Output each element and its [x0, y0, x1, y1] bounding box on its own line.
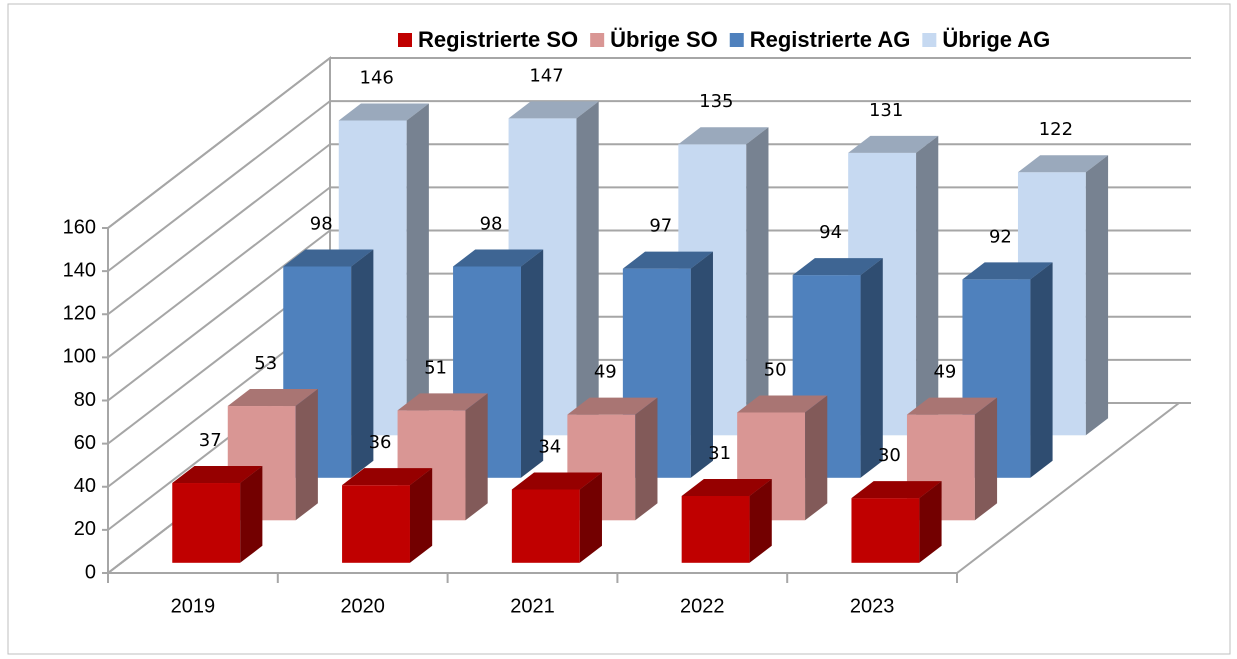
legend-label: Übrige AG	[942, 27, 1050, 52]
bar-side	[576, 101, 599, 436]
grid-line	[107, 143, 331, 316]
bar-side	[409, 468, 433, 563]
value-label: 36	[369, 432, 392, 453]
y-tick-label: 140	[63, 259, 96, 281]
y-tick-label: 40	[74, 475, 96, 497]
bar-top	[678, 127, 769, 145]
legend-swatch	[729, 33, 744, 47]
bar	[681, 495, 750, 563]
bar-top	[567, 397, 658, 415]
legend-swatch	[590, 33, 605, 47]
bar-top	[508, 101, 599, 119]
bar-top	[511, 472, 602, 490]
bar-side	[916, 135, 939, 436]
x-tick-label: 2019	[171, 595, 216, 617]
bar	[172, 483, 241, 563]
y-tick-label: 80	[74, 389, 96, 411]
bar-side	[520, 249, 544, 478]
x-tick-label: 2021	[510, 595, 555, 617]
bar	[511, 489, 580, 563]
bar-side	[295, 389, 318, 521]
bar-side	[919, 481, 942, 563]
bar-side	[749, 478, 772, 563]
bar-side	[974, 397, 998, 521]
bar-side	[1085, 155, 1109, 436]
value-label: 98	[480, 213, 503, 234]
value-label: 31	[708, 443, 731, 464]
bar-top	[962, 262, 1053, 280]
bar-top	[851, 481, 942, 499]
x-tick-label: 2020	[340, 595, 385, 617]
bar-top	[283, 249, 374, 267]
value-label: 94	[819, 222, 842, 243]
legend-swatch	[922, 33, 937, 47]
bar-top	[172, 466, 263, 484]
grid-line	[107, 229, 331, 402]
value-label: 131	[869, 100, 903, 121]
value-label: 147	[529, 65, 563, 86]
bar-side	[860, 258, 883, 478]
bar-side	[351, 249, 374, 478]
value-label: 49	[594, 362, 617, 383]
value-label: 37	[199, 430, 222, 451]
bar-top	[622, 251, 713, 269]
y-tick-label: 100	[63, 346, 96, 368]
legend-swatch	[398, 33, 412, 47]
bar-top	[737, 395, 828, 413]
y-tick-label: 20	[74, 518, 96, 540]
grid-line	[107, 186, 331, 359]
legend-label: Übrige SO	[610, 27, 718, 52]
bar-top	[338, 103, 429, 121]
bar	[851, 498, 920, 563]
bar-side	[746, 127, 769, 436]
bar-top	[397, 393, 488, 411]
bar-top	[1017, 155, 1109, 173]
value-label: 34	[538, 436, 561, 457]
bar-side	[240, 466, 263, 563]
value-label: 49	[933, 362, 956, 383]
value-label: 122	[1039, 119, 1073, 140]
y-tick-label: 160	[63, 216, 96, 238]
x-tick-label: 2022	[680, 595, 725, 617]
bar-top	[848, 135, 939, 153]
value-label: 97	[649, 216, 672, 237]
value-label: 135	[699, 91, 733, 112]
grid-line	[107, 57, 331, 229]
legend-label: Registrierte AG	[750, 27, 911, 52]
bar-top	[681, 478, 772, 496]
value-label: 92	[989, 226, 1012, 247]
value-label: 50	[764, 359, 787, 380]
bar-top	[342, 468, 433, 486]
y-tick-label: 0	[85, 561, 96, 583]
bar-top	[906, 397, 998, 415]
y-tick-label: 120	[63, 303, 96, 325]
bar	[342, 485, 410, 563]
bar-top	[227, 389, 318, 407]
bar-side	[635, 397, 658, 521]
bar-side	[465, 393, 488, 521]
bar-side	[579, 472, 602, 563]
value-label: 146	[360, 67, 394, 88]
legend-label: Registrierte SO	[418, 27, 578, 52]
value-label: 51	[424, 357, 447, 378]
bar-top	[792, 258, 883, 276]
y-tick-label: 60	[74, 432, 96, 454]
value-label: 98	[310, 213, 333, 234]
value-label: 30	[878, 445, 901, 466]
grid-line	[107, 100, 331, 272]
bar-side	[1030, 262, 1053, 478]
bar-side	[690, 251, 713, 478]
bar-top	[453, 249, 544, 267]
bar-side	[805, 395, 828, 521]
bar-side	[406, 103, 429, 436]
x-tick-label: 2023	[850, 595, 895, 617]
value-label: 53	[254, 353, 277, 374]
